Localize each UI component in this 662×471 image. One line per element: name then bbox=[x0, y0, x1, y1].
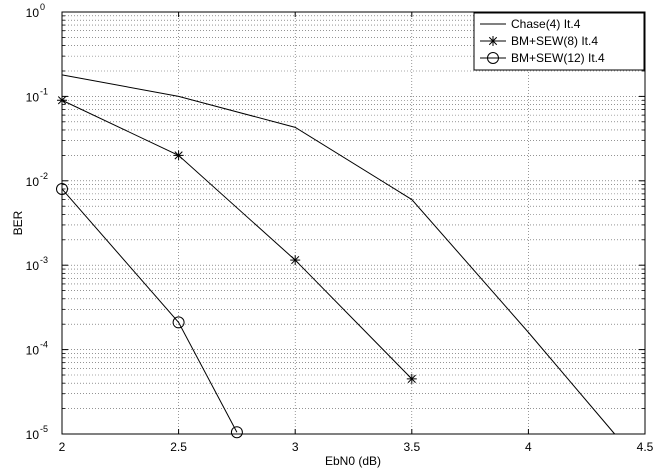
data-point-star bbox=[290, 255, 301, 266]
y-axis-title: BER bbox=[11, 210, 25, 235]
legend-label: BM+SEW(12) It.4 bbox=[511, 51, 605, 65]
y-tick-label-base: 10 bbox=[26, 175, 40, 189]
legend-entry: BM+SEW(12) It.4 bbox=[480, 51, 605, 65]
series-1 bbox=[61, 74, 616, 435]
y-tick-label-exponent: -4 bbox=[40, 340, 48, 350]
data-point-circle bbox=[230, 426, 243, 439]
legend-label: Chase(4) It.4 bbox=[511, 17, 581, 31]
y-tick-label: 10 -1 bbox=[26, 86, 48, 104]
data-point-star bbox=[406, 373, 417, 384]
y-tick-label-exponent: -2 bbox=[40, 171, 48, 181]
y-tick-label-exponent: -3 bbox=[40, 255, 48, 265]
data-point-circle bbox=[172, 316, 185, 329]
y-tick-label-exponent: -1 bbox=[40, 86, 48, 96]
x-tick-label: 3.5 bbox=[403, 440, 420, 454]
data-point-circle bbox=[487, 52, 499, 64]
series-line bbox=[61, 99, 413, 380]
legend-entry: Chase(4) It.4 bbox=[480, 17, 581, 31]
y-tick-label-exponent: 0 bbox=[40, 2, 45, 12]
plot-frame bbox=[61, 11, 646, 435]
ticks bbox=[61, 11, 646, 435]
y-tick-label-exponent: -5 bbox=[40, 424, 48, 434]
x-tick-label: 2.5 bbox=[170, 440, 187, 454]
y-tick-label-base: 10 bbox=[26, 428, 40, 442]
x-tick-label: 4 bbox=[525, 440, 532, 454]
y-tick-label: 10 -2 bbox=[26, 171, 48, 189]
y-tick-label-base: 10 bbox=[26, 259, 40, 273]
legend: Chase(4) It.4 BM+SEW(8) It.4 BM+SEW(12) It… bbox=[473, 12, 645, 71]
legend-entry: BM+SEW(8) It.4 bbox=[480, 34, 598, 48]
x-axis-title: EbN0 (dB) bbox=[325, 454, 381, 468]
y-tick-label: 10 -3 bbox=[26, 255, 48, 273]
x-tick-label: 3 bbox=[292, 440, 299, 454]
series-line bbox=[61, 74, 616, 435]
series-line bbox=[61, 188, 238, 433]
grid bbox=[62, 12, 645, 434]
data-point-star bbox=[488, 36, 498, 46]
y-tick-label: 10 0 bbox=[26, 2, 45, 20]
legend-label: BM+SEW(8) It.4 bbox=[511, 34, 598, 48]
y-tick-label: 10 -5 bbox=[26, 424, 48, 442]
data-point-star bbox=[173, 150, 184, 161]
x-tick-label: 4.5 bbox=[637, 440, 654, 454]
series-3 bbox=[56, 182, 243, 439]
y-tick-label-base: 10 bbox=[26, 90, 40, 104]
x-tick-label: 2 bbox=[59, 440, 66, 454]
y-tick-label-base: 10 bbox=[26, 344, 40, 358]
y-tick-label-base: 10 bbox=[26, 6, 40, 20]
y-tick-label: 10 -4 bbox=[26, 340, 48, 358]
